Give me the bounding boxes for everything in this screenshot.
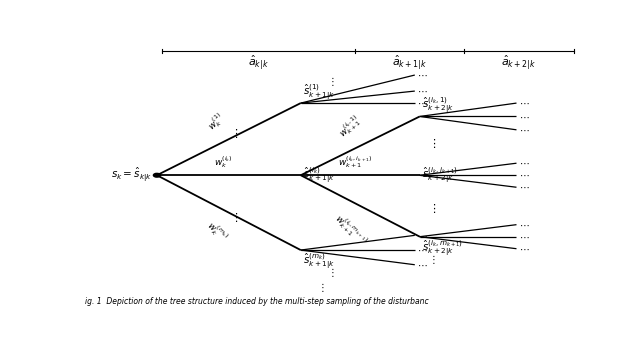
Text: $\cdots$: $\cdots$: [417, 230, 428, 240]
Text: $w^{(i_k)}_k$: $w^{(i_k)}_k$: [214, 154, 233, 170]
Text: $\cdots$: $\cdots$: [417, 260, 428, 270]
Text: $s_k = \hat{s}_{k|k}$: $s_k = \hat{s}_{k|k}$: [111, 166, 152, 184]
Text: $\cdots$: $\cdots$: [417, 86, 428, 96]
Text: $\cdots$: $\cdots$: [519, 125, 529, 135]
Text: $w^{(m_k)}_k$: $w^{(m_k)}_k$: [202, 218, 230, 246]
Text: $\vdots$: $\vdots$: [428, 202, 436, 215]
Text: $\hat{s}^{(m_k)}_{k+1|k}$: $\hat{s}^{(m_k)}_{k+1|k}$: [303, 251, 335, 271]
Text: $\cdots$: $\cdots$: [519, 98, 529, 108]
Text: $\hat{s}^{(i_k,m_{k+1})}_{k+2|k}$: $\hat{s}^{(i_k,m_{k+1})}_{k+2|k}$: [422, 238, 463, 258]
Text: $\hat{a}_{k+1|k}$: $\hat{a}_{k+1|k}$: [392, 54, 428, 72]
Text: $\hat{s}^{(i_k,1)}_{k+2|k}$: $\hat{s}^{(i_k,1)}_{k+2|k}$: [422, 95, 454, 115]
Text: $w^{(i_k,1)}_{k+1}$: $w^{(i_k,1)}_{k+1}$: [335, 112, 365, 141]
Text: $\cdots$: $\cdots$: [519, 244, 529, 254]
Text: $\cdots$: $\cdots$: [519, 182, 529, 192]
Text: $\cdots$: $\cdots$: [417, 70, 428, 80]
Circle shape: [154, 174, 161, 177]
Text: $\hat{s}^{(1)}_{k+1|k}$: $\hat{s}^{(1)}_{k+1|k}$: [303, 82, 335, 102]
Text: $\cdots$: $\cdots$: [519, 232, 529, 242]
Text: $\cdots$: $\cdots$: [519, 158, 529, 168]
Text: $\vdots$: $\vdots$: [428, 137, 436, 150]
Text: $\vdots$: $\vdots$: [327, 266, 334, 279]
Text: $\cdots$: $\cdots$: [417, 98, 428, 108]
Text: $\vdots$: $\vdots$: [428, 253, 436, 266]
Text: $\hat{s}^{(i_k,i_{k+1})}_{k+2|k}$: $\hat{s}^{(i_k,i_{k+1})}_{k+2|k}$: [422, 165, 458, 185]
Text: ig. 1  Depiction of the tree structure induced by the multi-step sampling of the: ig. 1 Depiction of the tree structure in…: [85, 297, 429, 306]
Text: $\vdots$: $\vdots$: [327, 75, 334, 88]
Text: $w^{(i_k,m_{k+1})}_{k+1}$: $w^{(i_k,m_{k+1})}_{k+1}$: [331, 211, 370, 249]
Text: $\vdots$: $\vdots$: [317, 281, 324, 294]
Text: $\cdots$: $\cdots$: [519, 111, 529, 121]
Text: $\cdots$: $\cdots$: [519, 170, 529, 180]
Text: $\cdots$: $\cdots$: [519, 220, 529, 230]
Text: $\vdots$: $\vdots$: [230, 127, 238, 140]
Text: $\vdots$: $\vdots$: [230, 211, 238, 225]
Text: $w^{(i_k,i_{k+1})}_{k+1}$: $w^{(i_k,i_{k+1})}_{k+1}$: [338, 154, 372, 170]
Text: $\cdots$: $\cdots$: [417, 245, 428, 255]
Text: $\hat{a}_{k|k}$: $\hat{a}_{k|k}$: [248, 54, 269, 72]
Text: $w^{(1)}_k$: $w^{(1)}_k$: [204, 110, 228, 134]
Text: $\hat{a}_{k+2|k}$: $\hat{a}_{k+2|k}$: [501, 54, 536, 72]
Text: $\hat{s}^{(i_k)}_{k+1|k}$: $\hat{s}^{(i_k)}_{k+1|k}$: [303, 165, 335, 185]
